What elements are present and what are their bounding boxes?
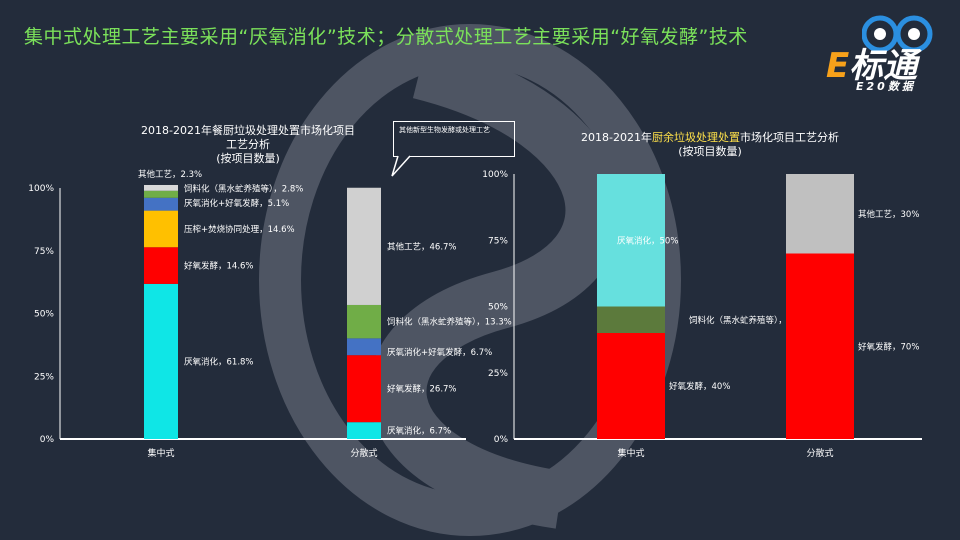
chart1-y-tick-label: 75% xyxy=(34,247,54,257)
chart1-data-label: 厌氧消化+好氧发酵，6.7% xyxy=(387,347,492,358)
slide-title: 集中式处理工艺主要采用“厌氧消化”技术；分散式处理工艺主要采用“好氧发酵”技术 xyxy=(24,26,748,48)
chart1-bar-segment xyxy=(347,422,381,439)
chart2-y-tick-label: 0% xyxy=(494,435,509,445)
chart1-bar-segment xyxy=(144,190,178,198)
chart2-bar-segment xyxy=(786,174,854,254)
chart1-data-label: 好氧发酵，26.7% xyxy=(387,384,457,395)
chart1-title-line3: (按项目数量) xyxy=(216,152,280,165)
chart1-data-label: 好氧发酵，14.6% xyxy=(184,261,254,272)
chart1-y-tick-label: 50% xyxy=(34,310,54,320)
chart1-category-label: 集中式 xyxy=(147,447,174,459)
chart2-y-tick-label: 25% xyxy=(488,369,508,379)
chart1-data-label: 其他工艺，46.7% xyxy=(387,241,457,252)
chart2-category-label: 分散式 xyxy=(806,447,833,459)
chart2-bar-segment xyxy=(786,253,854,439)
chart2-bar-segment xyxy=(597,306,665,333)
chart2-y-tick-label: 100% xyxy=(482,170,508,180)
chart2-title: 2018-2021年厨余垃圾处理处置市场化项目工艺分析 (按项目数量) xyxy=(540,131,880,159)
chart1-bar-segment xyxy=(144,210,178,248)
logo-subtitle: E20数据 xyxy=(856,80,916,93)
chart1-title-line1: 2018-2021年餐厨垃圾处理处置市场化项目 xyxy=(141,124,355,137)
chart2-data-label: 其他工艺，30% xyxy=(858,209,919,220)
chart2-title-highlight: 厨余垃圾处理处置 xyxy=(651,131,740,144)
chart1-data-label: 饲料化（黑水虻养殖等），13.3% xyxy=(387,317,512,328)
chart1-title-line2: 工艺分析 xyxy=(226,138,270,151)
chart2-data-label: 好氧发酵，40% xyxy=(669,381,730,392)
chart2-title-line1: 2018-2021年厨余垃圾处理处置市场化项目工艺分析 xyxy=(581,131,839,144)
logo-text: E标通 xyxy=(826,46,918,86)
chart1-y-tick-label: 0% xyxy=(40,435,55,445)
chart2-data-label: 好氧发酵，70% xyxy=(858,341,919,352)
chart1-bar-segment xyxy=(347,355,381,423)
chart2-data-label: 饲料化（黑水虻养殖等），10% xyxy=(689,315,806,326)
chart1-data-label: 饲料化（黑水虻养殖等），2.8% xyxy=(184,183,303,194)
chart1-data-label: 厌氧消化，6.7% xyxy=(387,426,451,437)
chart1-bar-segment xyxy=(144,247,178,284)
callout-tail xyxy=(391,155,411,177)
chart1-bar-segment xyxy=(144,184,178,191)
chart1-category-label: 分散式 xyxy=(350,447,377,459)
chart2-y-tick-label: 75% xyxy=(488,236,508,246)
chart2-y-tick-label: 50% xyxy=(488,303,508,313)
chart2-bar-segment xyxy=(597,174,665,307)
chart1-data-label: 厌氧消化，61.8% xyxy=(184,356,254,367)
chart1-title: 2018-2021年餐厨垃圾处理处置市场化项目 工艺分析 (按项目数量) xyxy=(118,124,378,166)
chart2-title-line2: (按项目数量) xyxy=(678,145,742,158)
chart1-data-label: 压榨+焚烧协同处理，14.6% xyxy=(184,224,295,235)
chart1-bar-segment xyxy=(347,338,381,356)
chart1-bar-segment xyxy=(144,197,178,211)
chart1-y-tick-label: 25% xyxy=(34,372,54,382)
chart1-bar-segment xyxy=(347,304,381,339)
chart1-bar-segment xyxy=(144,283,178,439)
chart2-category-label: 集中式 xyxy=(617,447,644,459)
chart1-data-label: 厌氧消化+好氧发酵，5.1% xyxy=(184,198,289,209)
logo-eyes-icon xyxy=(862,15,933,53)
chart2-data-label: 厌氧消化，50% xyxy=(617,235,678,246)
chart1-data-label: 其他工艺，2.3% xyxy=(138,169,202,180)
chart2-bar-segment xyxy=(597,333,665,439)
callout-box: 其他新型生物发酵或处理工艺 xyxy=(393,121,515,157)
e20-logo: E标通 E20数据 xyxy=(826,14,944,96)
chart1-y-tick-label: 100% xyxy=(28,184,54,194)
chart1-bar-segment xyxy=(347,187,381,305)
